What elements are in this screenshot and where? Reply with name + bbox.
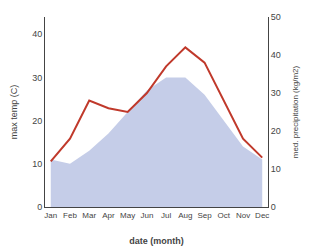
svg-text:Apr: Apr: [102, 211, 115, 220]
svg-text:30: 30: [32, 73, 42, 83]
svg-text:40: 40: [32, 29, 42, 39]
svg-text:0: 0: [271, 202, 276, 212]
svg-text:Jul: Jul: [161, 211, 171, 220]
svg-text:50: 50: [271, 12, 281, 22]
svg-text:0: 0: [37, 202, 42, 212]
svg-text:Jun: Jun: [140, 211, 153, 220]
svg-text:Sep: Sep: [197, 211, 212, 220]
svg-text:Aug: Aug: [178, 211, 192, 220]
svg-text:Mar: Mar: [82, 211, 96, 220]
svg-text:Dec: Dec: [255, 211, 269, 220]
svg-text:20: 20: [32, 116, 42, 126]
svg-text:med. precipitation (kg/m2): med. precipitation (kg/m2): [291, 65, 300, 158]
svg-text:10: 10: [32, 159, 42, 169]
svg-text:Feb: Feb: [63, 211, 77, 220]
svg-text:20: 20: [271, 126, 281, 136]
svg-text:40: 40: [271, 50, 281, 60]
svg-text:Nov: Nov: [236, 211, 250, 220]
svg-text:May: May: [120, 211, 135, 220]
svg-text:10: 10: [271, 164, 281, 174]
svg-text:30: 30: [271, 88, 281, 98]
svg-text:date (month): date (month): [129, 236, 184, 246]
svg-text:Jan: Jan: [44, 211, 57, 220]
svg-text:Oct: Oct: [218, 211, 231, 220]
svg-text:max temp (C): max temp (C): [9, 85, 19, 140]
